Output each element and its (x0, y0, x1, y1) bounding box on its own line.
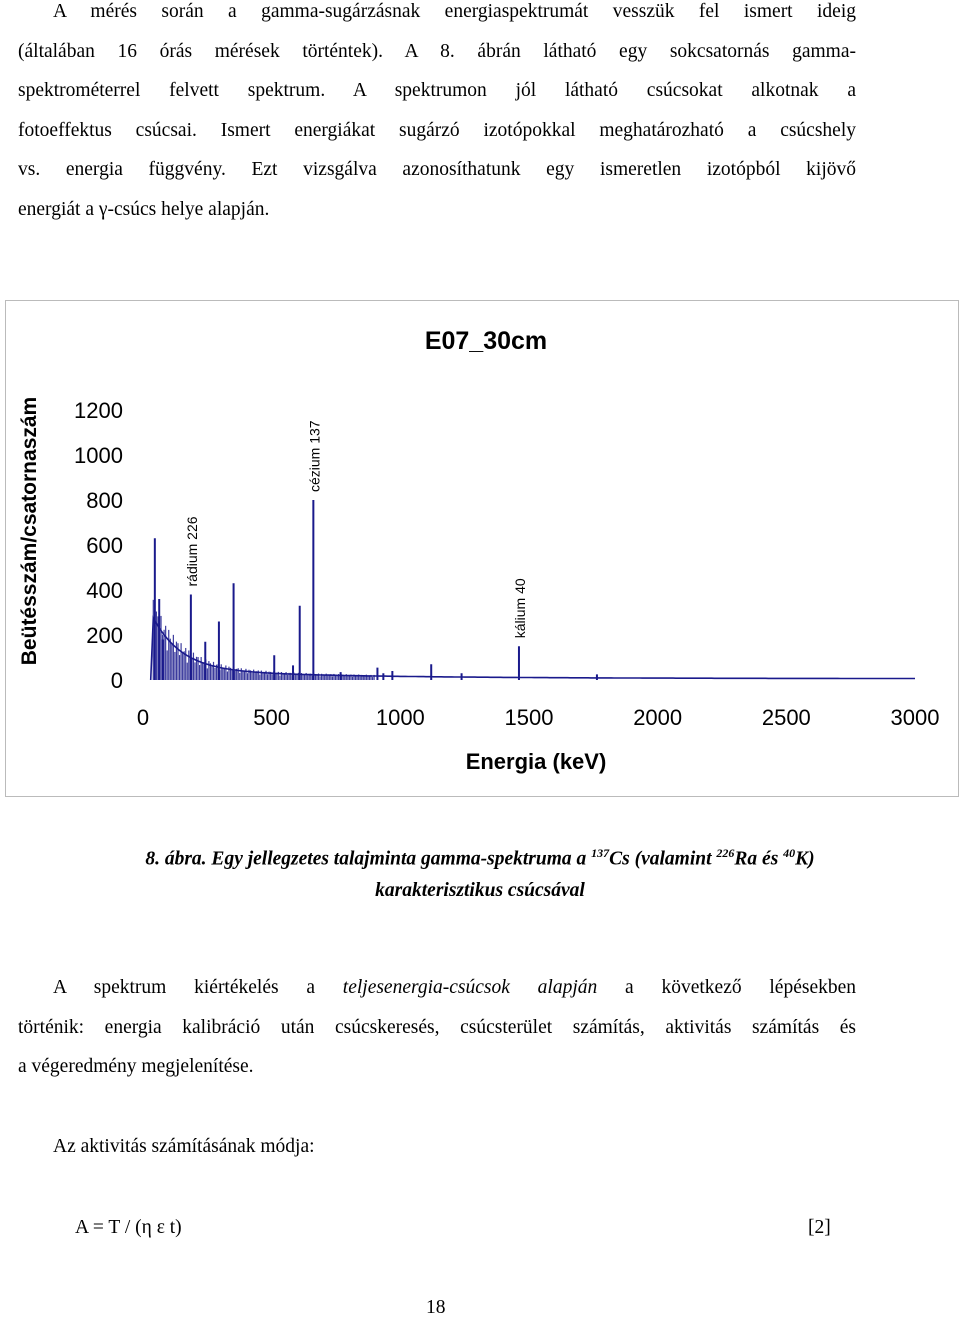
caption-line-2: karakterisztikus csúcsával (375, 879, 585, 901)
evaluation-paragraph: A spektrum kiértékelés a teljesenergia-c… (18, 968, 856, 1087)
x-tick-label: 0 (137, 705, 149, 730)
figure-caption: 8. ábra. Egy jellegzetes talajminta gamm… (0, 838, 960, 906)
eval-line: a végeredmény megjelenítése. (18, 1056, 254, 1077)
peak-annotation: cézium 137 (306, 420, 322, 492)
y-tick-label: 800 (86, 488, 123, 513)
y-tick-label: 200 (86, 623, 123, 648)
intro-line: vs. energia függvény. Ezt vizsgálva azon… (18, 159, 856, 180)
x-tick-label: 1500 (505, 705, 554, 730)
formula-reference: [2] (808, 1217, 831, 1238)
y-tick-label: 400 (86, 578, 123, 603)
intro-line: fotoeffektus csúcsai. Ismert energiákat … (18, 119, 856, 141)
spectrum-continuum (149, 615, 915, 681)
page-number: 18 (426, 1297, 446, 1318)
peak-annotation: kálium 40 (512, 578, 528, 638)
peak-annotation: rádium 226 (184, 516, 200, 586)
x-tick-label: 500 (253, 705, 290, 730)
spectrum-chart: E07_30cm Beütésszám/csatornaszám Energia… (18, 327, 940, 774)
formula: A = T / (η ε t) (75, 1217, 182, 1238)
eval-line: A spektrum kiértékelés a teljesenergia-c… (53, 977, 857, 998)
intro-line: (általában 16 órás mérések történtek). A… (18, 40, 856, 62)
x-tick-label: 1000 (376, 705, 425, 730)
x-tick-label: 2000 (633, 705, 682, 730)
intro-paragraph: A mérés során a gamma-sugárzásnak energi… (18, 0, 856, 229)
y-tick-label: 1000 (74, 443, 123, 468)
intro-line: energiát a γ-csúcs helye alapján. (18, 198, 270, 220)
x-axis-label: Energia (keV) (466, 749, 607, 774)
x-tick-label: 3000 (891, 705, 940, 730)
x-tick-label: 2500 (762, 705, 811, 730)
y-axis-label: Beütésszám/csatornaszám (18, 397, 41, 665)
intro-line: spektrométerrel felvett spektrum. A spek… (18, 80, 856, 101)
eval-line: történik: energia kalibráció után csúcsk… (18, 1016, 856, 1038)
y-tick-label: 1200 (74, 398, 123, 423)
chart-title: E07_30cm (425, 327, 547, 355)
spectrum-figure: E07_30cm Beütésszám/csatornaszám Energia… (5, 300, 959, 797)
caption-line-1: 8. ábra. Egy jellegzetes talajminta gamm… (145, 846, 815, 870)
activity-heading: Az aktivitás számításának módja: (53, 1136, 315, 1157)
y-tick-label: 600 (86, 533, 123, 558)
y-tick-label: 0 (111, 668, 123, 693)
intro-line: A mérés során a gamma-sugárzásnak energi… (53, 1, 856, 22)
